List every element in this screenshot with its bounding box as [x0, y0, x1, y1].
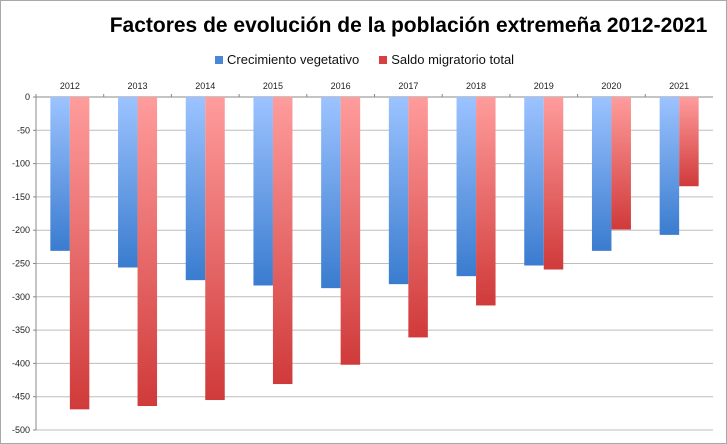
- bar-crecimiento-vegetativo: [118, 97, 138, 268]
- bar-crecimiento-vegetativo: [50, 97, 70, 251]
- x-tick-label: 2021: [669, 81, 689, 91]
- bar-saldo-migratorio: [205, 97, 225, 401]
- y-tick-label: -300: [12, 292, 30, 302]
- x-tick-label: 2020: [601, 81, 621, 91]
- bar-saldo-migratorio: [611, 97, 631, 230]
- y-tick-label: -350: [12, 325, 30, 335]
- bar-crecimiento-vegetativo: [456, 97, 477, 277]
- bar-saldo-migratorio: [340, 97, 361, 365]
- x-tick-label: 2012: [60, 81, 80, 91]
- bar-crecimiento-vegetativo: [524, 97, 544, 266]
- x-tick-label: 2015: [263, 81, 283, 91]
- bar-saldo-migratorio: [272, 97, 293, 385]
- y-tick-label: -150: [12, 192, 30, 202]
- bar-crecimiento-vegetativo: [591, 97, 612, 251]
- x-tick-label: 2014: [195, 81, 215, 91]
- bar-crecimiento-vegetativo: [321, 97, 341, 289]
- bar-crecimiento-vegetativo: [185, 97, 206, 281]
- bar-crecimiento-vegetativo: [388, 97, 409, 285]
- y-tick-label: -200: [12, 225, 30, 235]
- y-tick-label: 0: [25, 92, 30, 102]
- y-tick-label: -500: [12, 425, 30, 435]
- y-tick-label: -450: [12, 392, 30, 402]
- x-tick-label: 2013: [128, 81, 148, 91]
- y-tick-label: -50: [17, 125, 30, 135]
- legend-item-crecimiento: Crecimiento vegetativo: [215, 52, 359, 67]
- x-tick-label: 2017: [398, 81, 418, 91]
- legend-label: Crecimiento vegetativo: [227, 52, 360, 67]
- legend: Crecimiento vegetativo Saldo migratorio …: [215, 52, 514, 67]
- y-tick-label: -400: [12, 358, 30, 368]
- y-tick-label: -250: [12, 259, 30, 269]
- x-tick-label: 2018: [466, 81, 486, 91]
- bar-crecimiento-vegetativo: [253, 97, 273, 286]
- bar-saldo-migratorio: [408, 97, 428, 338]
- legend-label: Saldo migratorio total: [391, 52, 515, 67]
- legend-swatch-blue: [215, 55, 223, 64]
- y-tick-label: -100: [12, 159, 30, 169]
- legend-swatch-red: [379, 55, 388, 64]
- bar-saldo-migratorio: [476, 97, 496, 306]
- bar-saldo-migratorio: [69, 97, 90, 410]
- chart-title: Factores de evolución de la población ex…: [109, 14, 708, 37]
- bar-saldo-migratorio: [137, 97, 158, 407]
- bar-saldo-migratorio: [543, 97, 564, 270]
- x-tick-label: 2019: [534, 81, 554, 91]
- bar-crecimiento-vegetativo: [659, 97, 680, 235]
- x-tick-label: 2016: [331, 81, 351, 91]
- legend-item-saldo: Saldo migratorio total: [379, 52, 514, 67]
- bar-saldo-migratorio: [679, 97, 699, 187]
